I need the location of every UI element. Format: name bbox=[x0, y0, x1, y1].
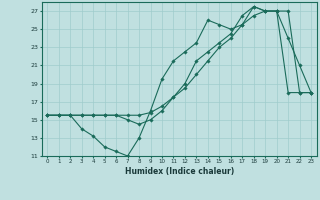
X-axis label: Humidex (Indice chaleur): Humidex (Indice chaleur) bbox=[124, 167, 234, 176]
